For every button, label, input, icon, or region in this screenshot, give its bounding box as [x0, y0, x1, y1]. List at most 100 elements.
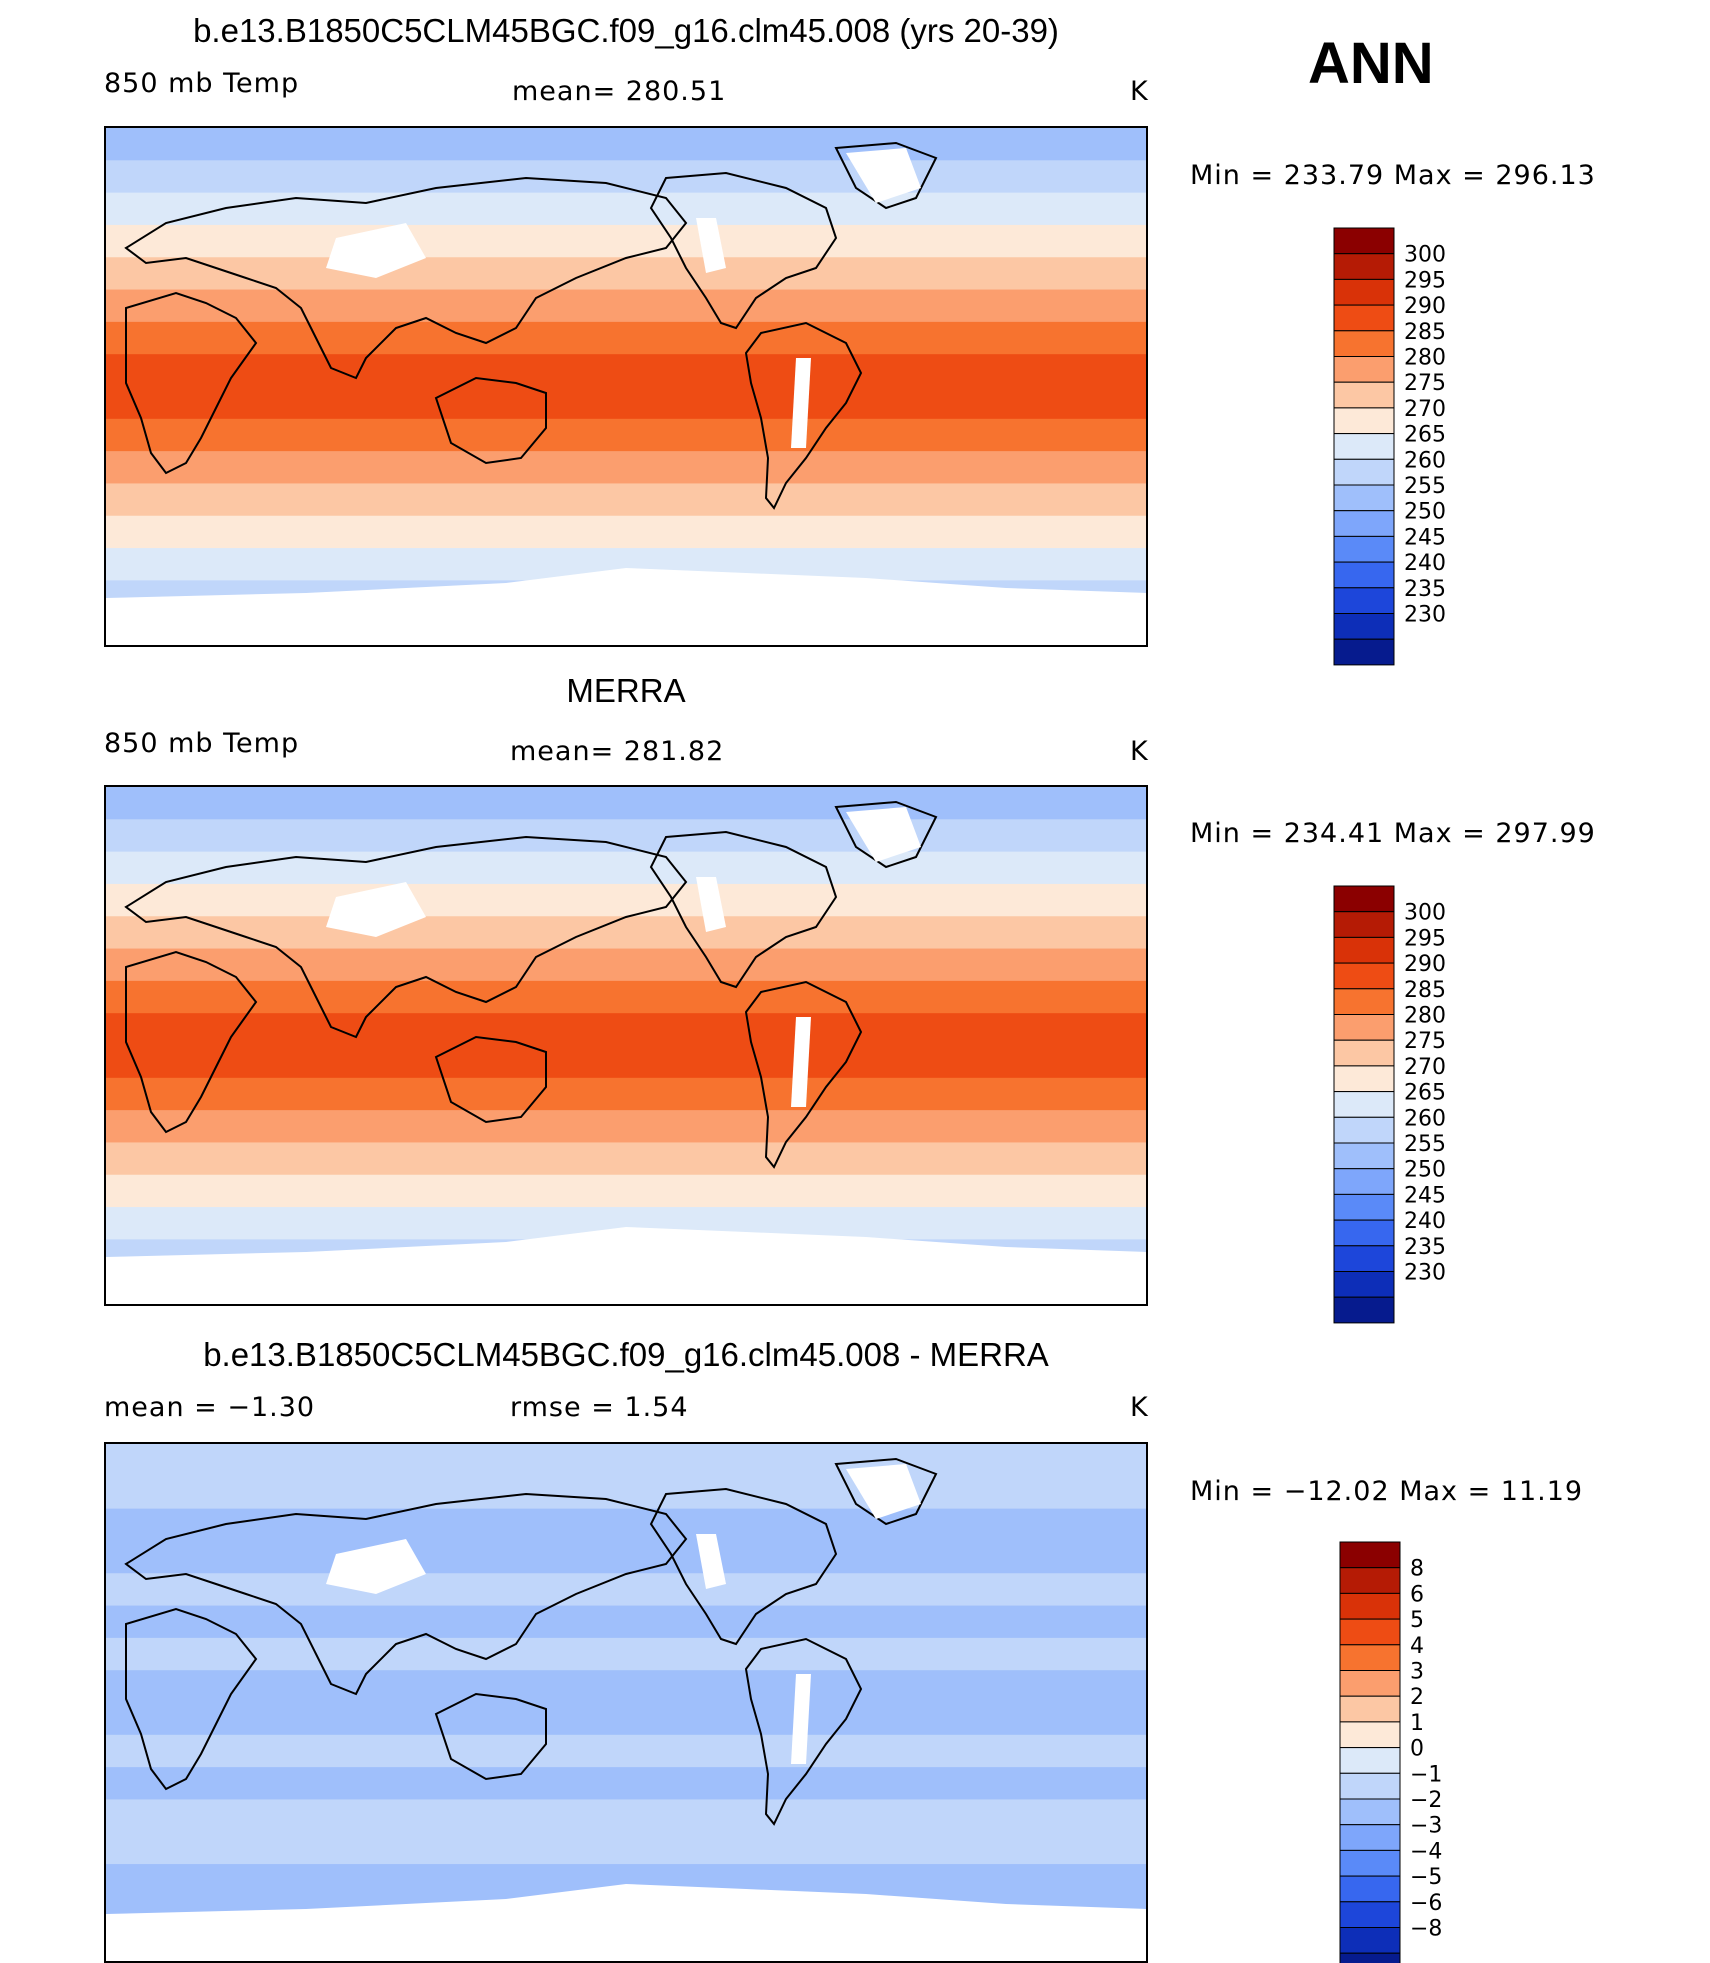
- panel-2-mean-label: mean= 281.82: [510, 736, 725, 767]
- coastline: [834, 800, 938, 869]
- colorbar-swatch: [1333, 962, 1395, 990]
- coastline: [434, 376, 547, 465]
- colorbar-swatch: [1333, 330, 1395, 358]
- contour-band: [106, 787, 1146, 821]
- contour-band: [106, 1831, 1146, 1866]
- panel-2-variable-label: 850 mb Temp: [104, 728, 300, 759]
- colorbar-swatch: [1339, 1618, 1401, 1646]
- colorbar-tick-label: 270: [1404, 1055, 1446, 1080]
- missing-data-mask: [326, 223, 426, 278]
- colorbar-tick-label: 265: [1404, 423, 1446, 448]
- colorbar-swatch: [1339, 1824, 1401, 1851]
- colorbar-swatch: [1339, 1772, 1401, 1800]
- colorbar-tick-label: 295: [1404, 268, 1446, 293]
- colorbar-swatch: [1333, 587, 1395, 614]
- colorbar-tick-label: −1: [1410, 1762, 1442, 1787]
- panel-3-colorbar: 8 6 5 4 3 2 1 0 −1 −2 −3 −4 −5 −6 −8: [1339, 1541, 1490, 1963]
- colorbar-tick-label: 6: [1410, 1582, 1424, 1607]
- coastline: [125, 950, 258, 1134]
- colorbar-swatch: [1333, 911, 1395, 938]
- panel-3-mean-label: mean = −1.30: [104, 1392, 316, 1423]
- colorbar-tick-label: −3: [1410, 1814, 1442, 1839]
- colorbar-tick-label: 245: [1404, 1183, 1446, 1208]
- contour-band: [106, 1174, 1146, 1209]
- contour-band: [106, 1077, 1146, 1112]
- panel-3-minmax-label: Min = −12.02 Max = 11.19: [1190, 1476, 1584, 1507]
- colorbar-swatch: [1339, 1670, 1401, 1697]
- contour-band: [106, 883, 1146, 918]
- colorbar-tick-label: 260: [1404, 448, 1446, 473]
- coastline: [744, 1637, 863, 1826]
- colorbar-swatch: [1333, 885, 1395, 913]
- contour-band: [106, 451, 1146, 485]
- colorbar-swatch: [1333, 253, 1395, 280]
- colorbar-tick-label: 275: [1404, 371, 1446, 396]
- colorbar-tick-label: 235: [1404, 577, 1446, 602]
- colorbar-tick-label: 255: [1404, 474, 1446, 499]
- colorbar-tick-label: 270: [1404, 397, 1446, 422]
- colorbar-swatch: [1339, 1592, 1401, 1620]
- contour-band: [106, 289, 1146, 323]
- colorbar-swatch: [1333, 1271, 1395, 1298]
- colorbar-swatch: [1333, 936, 1395, 964]
- colorbar-tick-label: 245: [1404, 525, 1446, 550]
- colorbar-tick-label: 250: [1404, 500, 1446, 525]
- contour-band: [106, 1508, 1146, 1542]
- colorbar-swatch: [1339, 1849, 1401, 1877]
- missing-data-mask: [791, 358, 811, 448]
- colorbar-tick-label: 295: [1404, 926, 1446, 951]
- missing-data-mask: [326, 1539, 426, 1594]
- colorbar-swatch: [1333, 1193, 1395, 1221]
- contour-band: [106, 1573, 1146, 1607]
- colorbar-tick-label: 300: [1404, 901, 1446, 926]
- colorbar-swatch: [1333, 484, 1395, 512]
- colorbar-tick-label: −8: [1410, 1917, 1442, 1942]
- coastline: [834, 141, 938, 210]
- colorbar-tick-label: 5: [1410, 1608, 1424, 1633]
- colorbar-tick-label: −6: [1410, 1891, 1442, 1916]
- colorbar-swatch: [1333, 535, 1395, 563]
- antarctica-mask: [106, 1884, 1146, 1961]
- colorbar-swatch: [1333, 227, 1395, 255]
- colorbar-tick-label: 230: [1404, 603, 1446, 628]
- colorbar-swatch: [1333, 278, 1395, 306]
- contour-band: [106, 980, 1146, 1015]
- contour-band: [106, 257, 1146, 291]
- colorbar-swatch: [1339, 1798, 1401, 1826]
- missing-data-mask: [791, 1017, 811, 1107]
- contour-band: [106, 386, 1146, 420]
- coastline: [649, 171, 838, 330]
- contour-band: [106, 321, 1146, 356]
- coastline: [434, 1035, 547, 1124]
- antarctica-mask: [106, 1227, 1146, 1304]
- coastline: [125, 291, 258, 475]
- colorbar-swatch: [1339, 1747, 1401, 1774]
- panel-2-title: MERRA: [566, 672, 686, 709]
- coastline: [649, 1487, 838, 1646]
- colorbar-tick-label: 8: [1410, 1557, 1424, 1582]
- colorbar-swatch: [1333, 510, 1395, 537]
- colorbar-swatch: [1333, 1116, 1395, 1144]
- colorbar-swatch: [1333, 1014, 1395, 1041]
- contour-band: [106, 1110, 1146, 1144]
- colorbar-swatch: [1333, 381, 1395, 409]
- contour-band: [106, 418, 1146, 453]
- colorbar-tick-label: 4: [1410, 1634, 1424, 1659]
- coastline: [125, 1607, 258, 1791]
- contour-band: [106, 948, 1146, 982]
- colorbar-tick-label: 3: [1410, 1660, 1424, 1685]
- missing-data-mask: [846, 148, 921, 203]
- panel-1-variable-label: 850 mb Temp: [104, 68, 300, 99]
- colorbar-swatch: [1333, 433, 1395, 460]
- colorbar-tick-label: −2: [1410, 1788, 1442, 1813]
- colorbar-tick-label: 250: [1404, 1158, 1446, 1183]
- colorbar-swatch: [1333, 561, 1395, 589]
- colorbar-swatch: [1339, 1644, 1401, 1672]
- contour-band: [106, 1444, 1146, 1478]
- missing-data-mask: [696, 218, 726, 273]
- coastline: [124, 835, 688, 1039]
- colorbar-swatch: [1333, 1039, 1395, 1067]
- panel-2-units-label: K: [1130, 736, 1149, 767]
- colorbar-swatch: [1333, 1168, 1395, 1195]
- panel-1-colorbar: 300 295 290 285 280 275 270 265 260 255 250 245 240 2…: [1333, 227, 1484, 666]
